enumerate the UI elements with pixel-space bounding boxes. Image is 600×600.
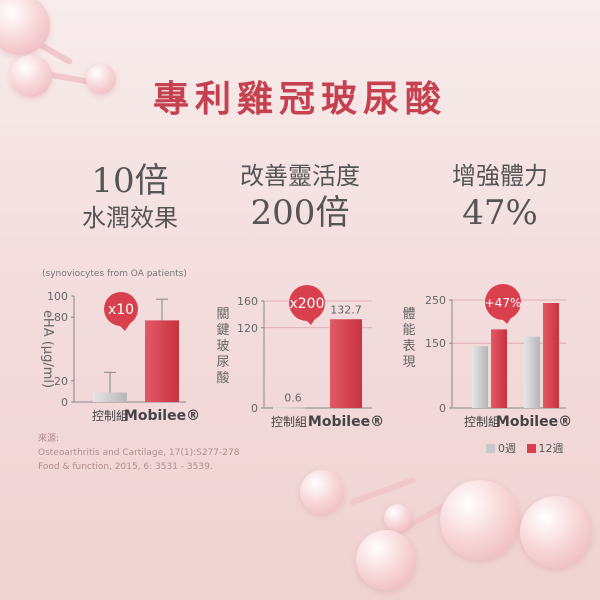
- legend: 0週 12週: [486, 440, 564, 456]
- stat-label: 水潤效果: [82, 204, 178, 232]
- bar: [524, 336, 540, 408]
- y-axis-label-char: 玻: [216, 339, 229, 354]
- stat-value: 200倍: [250, 193, 350, 233]
- y-tick-label: 20: [54, 375, 68, 388]
- stat-moisture: 10倍 水潤效果: [60, 160, 200, 234]
- y-axis-label-char: 關: [216, 307, 229, 322]
- legend-label: 0週: [498, 442, 516, 455]
- badge: [104, 292, 138, 326]
- stat-flexibility: 改善靈活度 200倍: [220, 160, 380, 234]
- y-tick-label: 150: [425, 337, 446, 350]
- source-item: Food & function, 2015, 6: 3531 - 3539.: [38, 462, 213, 472]
- stat-stamina: 增強體力 47%: [420, 160, 580, 234]
- badge-label: +47%: [485, 296, 522, 310]
- bar: [93, 392, 127, 402]
- y-tick-label: 160: [237, 295, 258, 308]
- source-item: Osteoarthritis and Cartilage, 17(1):S277…: [38, 448, 240, 458]
- y-axis-label: eHA (μg/ml): [40, 310, 55, 388]
- y-axis-label-char: 鍵: [216, 322, 229, 338]
- legend-label: 12週: [538, 442, 564, 455]
- bar: [145, 320, 179, 402]
- sources: 來源: Osteoarthritis and Cartilage, 17(1):…: [38, 432, 239, 474]
- data-label: 0.6: [284, 392, 302, 405]
- y-axis-label-char: 體: [402, 307, 415, 322]
- bar: [472, 346, 488, 408]
- sources-label: 來源:: [38, 434, 60, 444]
- badge: [289, 285, 325, 321]
- y-axis-label-char: 能: [402, 323, 415, 338]
- category-label: 控制組: [464, 415, 500, 429]
- legend-swatch: [486, 444, 495, 453]
- badge-label: x200: [289, 296, 324, 312]
- y-tick-label: 80: [54, 311, 68, 324]
- bar: [543, 303, 559, 408]
- stat-value: 10倍: [91, 161, 169, 201]
- bar: [330, 319, 362, 408]
- y-axis-label-char: 現: [402, 355, 415, 370]
- page-title: 專利雞冠玻尿酸: [152, 78, 447, 120]
- y-tick-label: 120: [237, 322, 258, 335]
- y-tick-label: 0: [251, 402, 258, 415]
- badge: [485, 284, 521, 320]
- y-tick-label: 250: [425, 294, 446, 307]
- category-label: Mobilee®: [308, 414, 384, 430]
- category-label: 控制組: [271, 415, 307, 429]
- y-tick-label: 100: [47, 290, 68, 303]
- category-label: Mobilee®: [496, 414, 572, 430]
- y-axis-label-char: 酸: [216, 371, 229, 386]
- category-label: Mobilee®: [124, 408, 200, 424]
- badge-label: x10: [108, 302, 134, 318]
- y-tick-label: 0: [61, 396, 68, 409]
- y-tick-label: 0: [439, 402, 446, 415]
- category-label: 控制組: [92, 409, 128, 423]
- y-axis-label-char: 表: [402, 339, 415, 354]
- chart-subtitle: (synoviocytes from OA patients): [42, 269, 187, 279]
- stat-label: 改善靈活度: [240, 162, 360, 190]
- stat-value: 47%: [462, 193, 538, 233]
- stat-label: 增強體力: [452, 162, 548, 190]
- data-label: 132.7: [330, 303, 362, 316]
- legend-swatch: [526, 444, 536, 453]
- bar: [273, 407, 305, 409]
- bar: [491, 329, 507, 408]
- y-axis-label-char: 尿: [216, 355, 229, 370]
